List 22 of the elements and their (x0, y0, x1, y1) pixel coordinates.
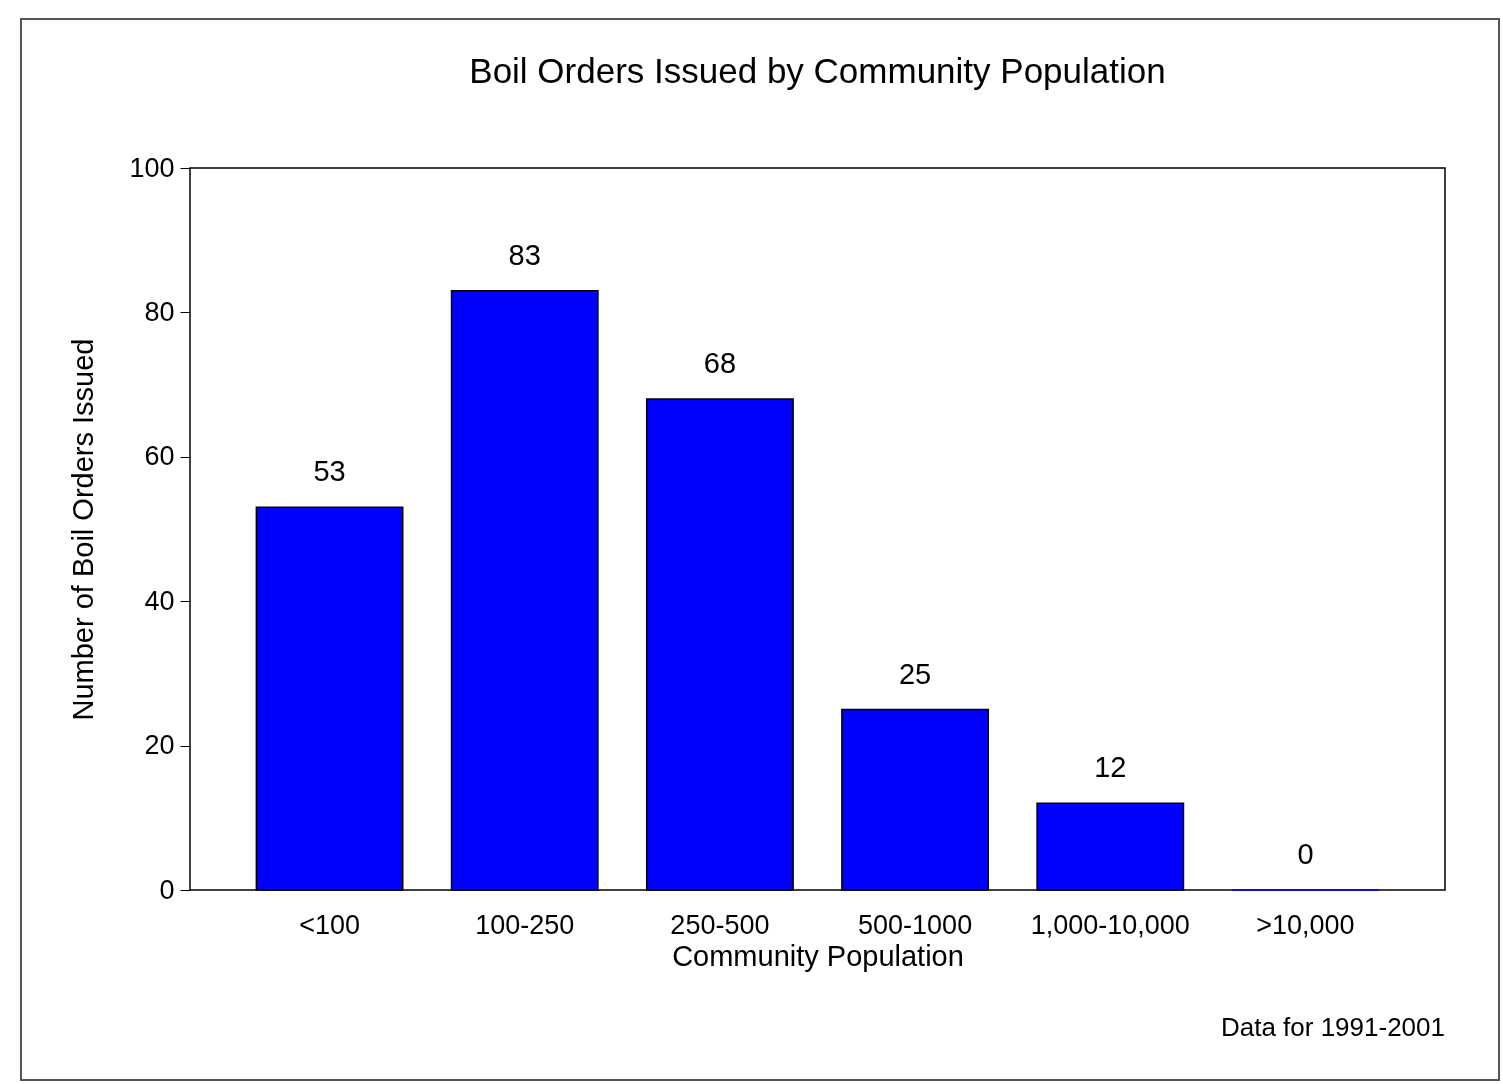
x-tick-label: <100 (299, 909, 360, 940)
x-tick-label: >10,000 (1256, 909, 1355, 940)
x-tick-label: 250-500 (670, 909, 770, 940)
chart-title: Boil Orders Issued by Community Population (469, 51, 1166, 90)
y-tick-label: 100 (129, 152, 175, 183)
data-label: 0 (1297, 838, 1314, 870)
y-axis-title: Number of Boil Orders Issued (67, 338, 100, 721)
y-tick-label: 0 (159, 874, 175, 905)
x-tick-label: 500-1000 (858, 909, 973, 940)
x-tick-label: 100-250 (475, 909, 575, 940)
x-tick-label: 1,000-10,000 (1030, 909, 1190, 940)
data-label: 83 (508, 238, 541, 271)
y-tick-label: 80 (144, 296, 175, 327)
data-label: 53 (313, 455, 346, 488)
y-tick-label: 20 (144, 730, 175, 761)
data-label: 68 (703, 347, 737, 380)
y-tick-label: 40 (144, 585, 175, 616)
y-tick-label: 60 (144, 441, 175, 472)
text: Data for 1991-2001 (1220, 1012, 1445, 1043)
data-label: 12 (1094, 751, 1127, 784)
x-axis-title: Community Population (672, 939, 964, 972)
data-label: 25 (898, 657, 932, 690)
